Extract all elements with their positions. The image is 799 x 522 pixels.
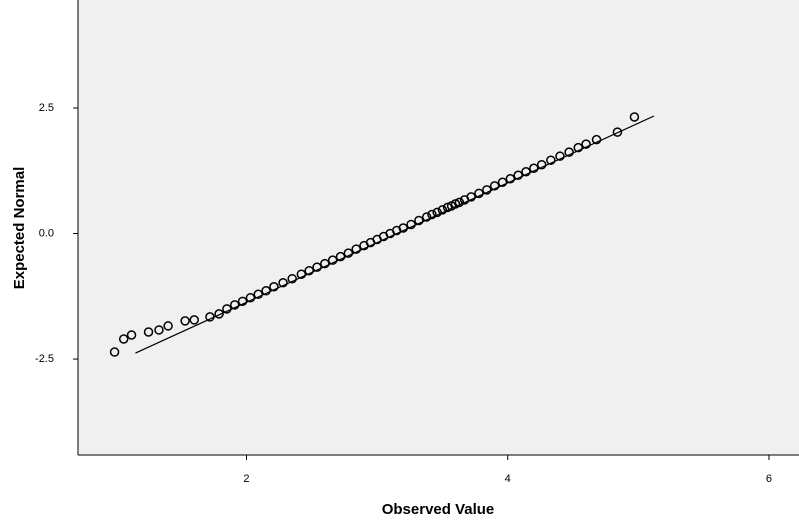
y-tick-label: -2.5 (35, 353, 54, 365)
chart: Observed Value Expected Normal -2.5 0.0 2.… (0, 0, 799, 522)
y-axis-title: Expected Normal (11, 167, 28, 290)
y-tick-label: 2.5 (39, 102, 54, 114)
y-tick-label: 0.0 (39, 227, 54, 239)
x-tick-label: 4 (505, 473, 511, 485)
x-axis-title: Observed Value (382, 501, 495, 518)
x-tick-label: 6 (766, 473, 772, 485)
plot-area (78, 0, 799, 455)
x-tick-label: 2 (243, 473, 249, 485)
